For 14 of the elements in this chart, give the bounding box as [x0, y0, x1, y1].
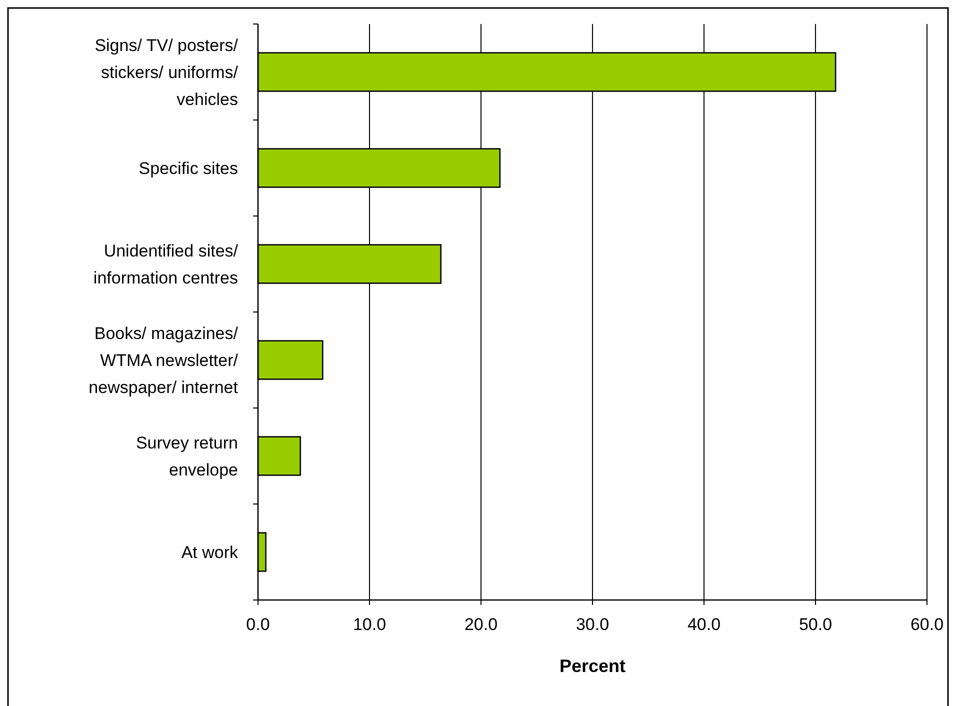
- x-tick-label: 30.0: [576, 615, 610, 634]
- y-tick-label: At work: [181, 543, 238, 562]
- x-tick-label: 50.0: [798, 615, 832, 634]
- y-tick-label: Books/ magazines/ WTMA newsletter/ newspaper/ internet: [88, 324, 238, 397]
- y-tick-label: Survey return envelope: [136, 434, 238, 480]
- x-tick-label: 20.0: [464, 615, 498, 634]
- y-tick-label: Signs/ TV/ posters/ stickers/ uniforms/ vehicles: [94, 36, 238, 109]
- x-tick-label: 60.0: [910, 615, 944, 634]
- x-tick-label: 10.0: [352, 615, 386, 634]
- y-tick-label: Specific sites: [138, 159, 238, 178]
- y-tick-label: Unidentified sites/ information centres: [93, 242, 238, 288]
- x-axis-title: Percent: [559, 656, 626, 676]
- x-tick-label: 0.0: [246, 615, 270, 634]
- x-tick-label: 40.0: [687, 615, 721, 634]
